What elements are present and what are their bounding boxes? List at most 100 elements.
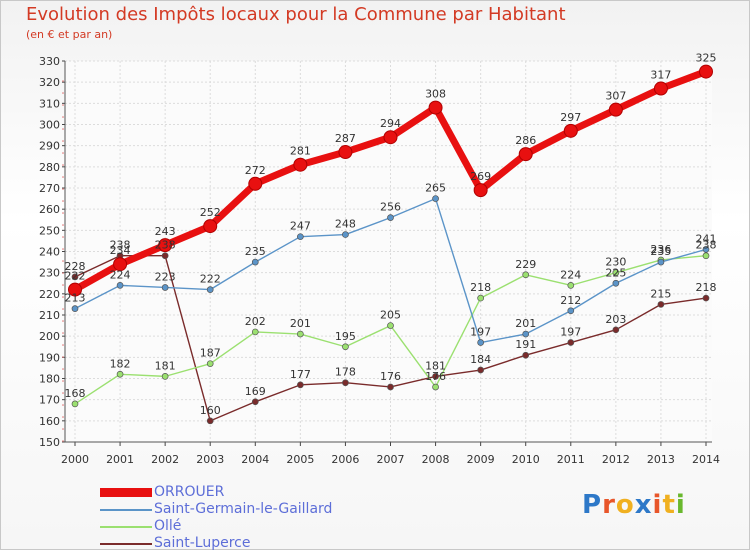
legend-swatch xyxy=(100,526,152,528)
data-label: 205 xyxy=(380,309,401,322)
data-label: 191 xyxy=(515,338,536,351)
data-point xyxy=(522,271,530,279)
data-label: 294 xyxy=(380,117,401,130)
x-tick-label: 2009 xyxy=(467,453,495,466)
x-tick-label: 2007 xyxy=(377,453,405,466)
data-point xyxy=(522,330,530,338)
data-point xyxy=(522,351,530,359)
data-point xyxy=(71,400,79,408)
data-label: 241 xyxy=(696,232,717,245)
y-tick-label: 300 xyxy=(39,119,60,132)
data-point xyxy=(477,339,484,346)
data-point xyxy=(297,330,304,338)
data-label: 224 xyxy=(560,268,581,281)
data-label: 269 xyxy=(470,170,491,183)
data-label: 203 xyxy=(605,313,626,326)
y-tick-label: 270 xyxy=(39,182,60,195)
logo-letter: i xyxy=(652,490,663,520)
data-label: 325 xyxy=(696,52,717,65)
x-tick-label: 2004 xyxy=(241,453,269,466)
axis-dot xyxy=(62,176,64,178)
data-label: 224 xyxy=(110,268,131,281)
data-label: 256 xyxy=(380,201,401,214)
axis-dot xyxy=(62,344,64,346)
x-tick-label: 2012 xyxy=(602,453,630,466)
logo-letter: P xyxy=(582,490,603,520)
chart-subtitle: (en € et par an) xyxy=(26,28,113,41)
data-point xyxy=(657,301,665,308)
data-label: 182 xyxy=(110,357,131,370)
x-tick-label: 2014 xyxy=(692,453,720,466)
axis-dot xyxy=(62,272,64,274)
axis-dot xyxy=(62,332,64,334)
data-point xyxy=(342,343,349,351)
y-tick-label: 290 xyxy=(39,140,60,153)
x-tick-label: 2013 xyxy=(647,453,675,466)
proxiti-logo: Proxiti xyxy=(582,490,686,520)
axis-dot xyxy=(62,188,64,190)
y-tick-label: 200 xyxy=(39,330,60,343)
axis-dot xyxy=(62,224,64,226)
axis-dot xyxy=(62,284,64,286)
y-tick-label: 160 xyxy=(39,415,60,428)
data-point xyxy=(161,252,169,260)
axis-dot xyxy=(62,392,64,394)
axis-dot xyxy=(62,236,64,238)
axis-dot xyxy=(62,116,64,118)
data-label: 168 xyxy=(65,387,86,400)
data-point xyxy=(428,100,443,115)
data-label: 181 xyxy=(425,359,446,372)
data-label: 176 xyxy=(425,370,446,383)
data-label: 197 xyxy=(470,326,491,339)
axis-dot xyxy=(62,380,64,382)
data-label: 234 xyxy=(110,244,131,257)
data-label: 236 xyxy=(650,243,671,256)
data-point xyxy=(251,398,259,406)
data-label: 307 xyxy=(605,90,626,103)
axis-dot xyxy=(62,296,64,298)
data-point xyxy=(251,328,259,336)
data-point xyxy=(71,305,79,312)
data-label: 235 xyxy=(650,245,671,258)
x-tick-label: 2008 xyxy=(422,453,450,466)
data-label: 213 xyxy=(65,292,86,305)
data-point xyxy=(567,339,575,346)
data-label: 238 xyxy=(155,239,176,252)
axis-dot xyxy=(62,368,64,370)
data-label: 201 xyxy=(290,317,311,330)
data-label: 230 xyxy=(605,256,626,269)
data-point xyxy=(342,231,349,238)
data-label: 178 xyxy=(335,366,356,379)
data-point xyxy=(657,258,665,266)
data-label: 181 xyxy=(155,359,176,372)
data-point xyxy=(113,257,128,272)
data-label: 218 xyxy=(696,281,717,294)
data-point xyxy=(608,102,623,117)
data-label: 160 xyxy=(200,404,221,417)
data-point xyxy=(702,246,710,253)
data-label: 215 xyxy=(650,287,671,300)
y-tick-label: 250 xyxy=(39,224,60,237)
axis-dot xyxy=(62,404,64,406)
data-point xyxy=(518,147,533,162)
data-label: 184 xyxy=(470,353,491,366)
data-label: 238 xyxy=(110,239,131,252)
y-tick-label: 310 xyxy=(39,97,60,110)
data-label: 235 xyxy=(245,245,266,258)
logo-letter: t xyxy=(662,490,676,520)
series-lines xyxy=(68,64,713,425)
logo-letter: r xyxy=(602,490,616,520)
x-tick-label: 2011 xyxy=(557,453,585,466)
data-point xyxy=(71,273,79,281)
axis-dot xyxy=(62,164,64,166)
x-tick-label: 2000 xyxy=(61,453,89,466)
data-point xyxy=(432,383,439,391)
axes: 150 160 170 180 190 200 210 220 230 240 250 260 270 2… xyxy=(39,55,720,466)
data-point xyxy=(563,123,578,138)
data-label: 176 xyxy=(380,370,401,383)
data-label: 195 xyxy=(335,330,356,343)
y-tick-label: 230 xyxy=(39,267,60,280)
data-label: 201 xyxy=(515,317,536,330)
